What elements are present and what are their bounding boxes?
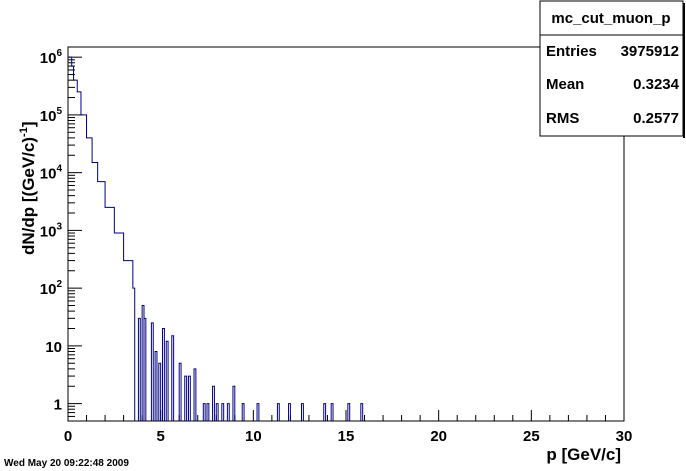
y-axis-title-sup: -1 (18, 127, 30, 137)
x-tick-label: 5 (156, 428, 164, 445)
y-tick-exponent: 5 (56, 106, 62, 117)
stats-mean-value: 0.3234 (633, 76, 680, 93)
histogram-bin (212, 385, 215, 421)
x-tick-label: 25 (523, 428, 540, 445)
y-tick-base: 10 (40, 50, 57, 67)
x-tick-label: 10 (245, 428, 262, 445)
stats-rms-label: RMS (546, 110, 579, 127)
y-tick-label: 105 (40, 106, 63, 125)
y-axis-title-main: dN/dp [(GeV/c) (19, 137, 38, 255)
histogram-bin (215, 403, 219, 421)
histogram-bin (323, 403, 327, 421)
stats-box-shadow (683, 3, 685, 138)
y-tick-label: 106 (40, 48, 63, 67)
histogram-bin (154, 350, 158, 421)
x-tick-label: 15 (338, 428, 355, 445)
histogram-bin (301, 403, 304, 421)
histogram-bin (221, 403, 225, 421)
y-tick-label: 10 (45, 339, 62, 356)
histogram-bin (158, 362, 162, 421)
histogram-bin (232, 385, 236, 421)
histogram-bin (178, 362, 182, 421)
histogram-bin (171, 335, 175, 421)
y-tick-exponent: 3 (56, 221, 62, 232)
y-tick-label: 104 (40, 164, 63, 183)
histogram-bin (202, 403, 206, 421)
histogram-bin (256, 403, 260, 421)
x-axis-title: p [GeV/c] (546, 445, 621, 464)
histogram-bin (150, 322, 154, 421)
y-tick-label: 102 (40, 279, 63, 298)
histogram-bin (137, 317, 141, 421)
x-tick-label: 0 (64, 428, 72, 445)
y-tick-exponent: 2 (56, 279, 62, 290)
y-tick-base: 10 (40, 166, 57, 183)
y-tick-base: 10 (40, 281, 57, 298)
histogram-bin (162, 327, 165, 421)
y-tick-label: 1 (54, 397, 62, 414)
stats-entries-label: Entries (546, 43, 597, 60)
y-axis-title-tail: ] (19, 121, 38, 127)
histogram-bin (241, 403, 245, 421)
histogram-data (68, 56, 364, 421)
timestamp: Wed May 20 09:22:48 2009 (4, 458, 129, 469)
histogram-bin (143, 317, 147, 421)
y-tick-base: 10 (40, 223, 57, 240)
histogram-bin (226, 403, 230, 421)
histogram-bin (193, 368, 197, 421)
histogram-bin (276, 403, 280, 421)
stats-entries-value: 3975912 (621, 43, 679, 60)
stats-rms-value: 0.2577 (633, 110, 679, 127)
stats-mean-label: Mean (546, 76, 584, 93)
stats-hist-name: mc_cut_muon_p (551, 10, 670, 27)
stats-box-frame (539, 0, 684, 137)
histogram-curve (68, 56, 136, 421)
histogram-bin (288, 403, 291, 421)
x-tick-label: 30 (616, 428, 633, 445)
histogram-bin (330, 403, 334, 421)
histogram-bin (206, 403, 210, 421)
histogram-bin (184, 375, 188, 421)
histogram-bin (165, 340, 169, 421)
histogram-bin (187, 375, 191, 421)
histogram-bin (347, 403, 351, 421)
y-tick-base: 10 (40, 108, 57, 125)
y-tick-exponent: 6 (56, 48, 62, 59)
y-axis-title: dN/dp [(GeV/c)-1] (18, 121, 38, 255)
y-tick-label: 103 (40, 221, 63, 240)
histogram-bin (360, 403, 364, 421)
y-tick-exponent: 4 (56, 164, 62, 175)
stats-box: mc_cut_muon_p Entries 3975912 Mean 0.323… (539, 0, 685, 138)
x-tick-label: 20 (430, 428, 447, 445)
